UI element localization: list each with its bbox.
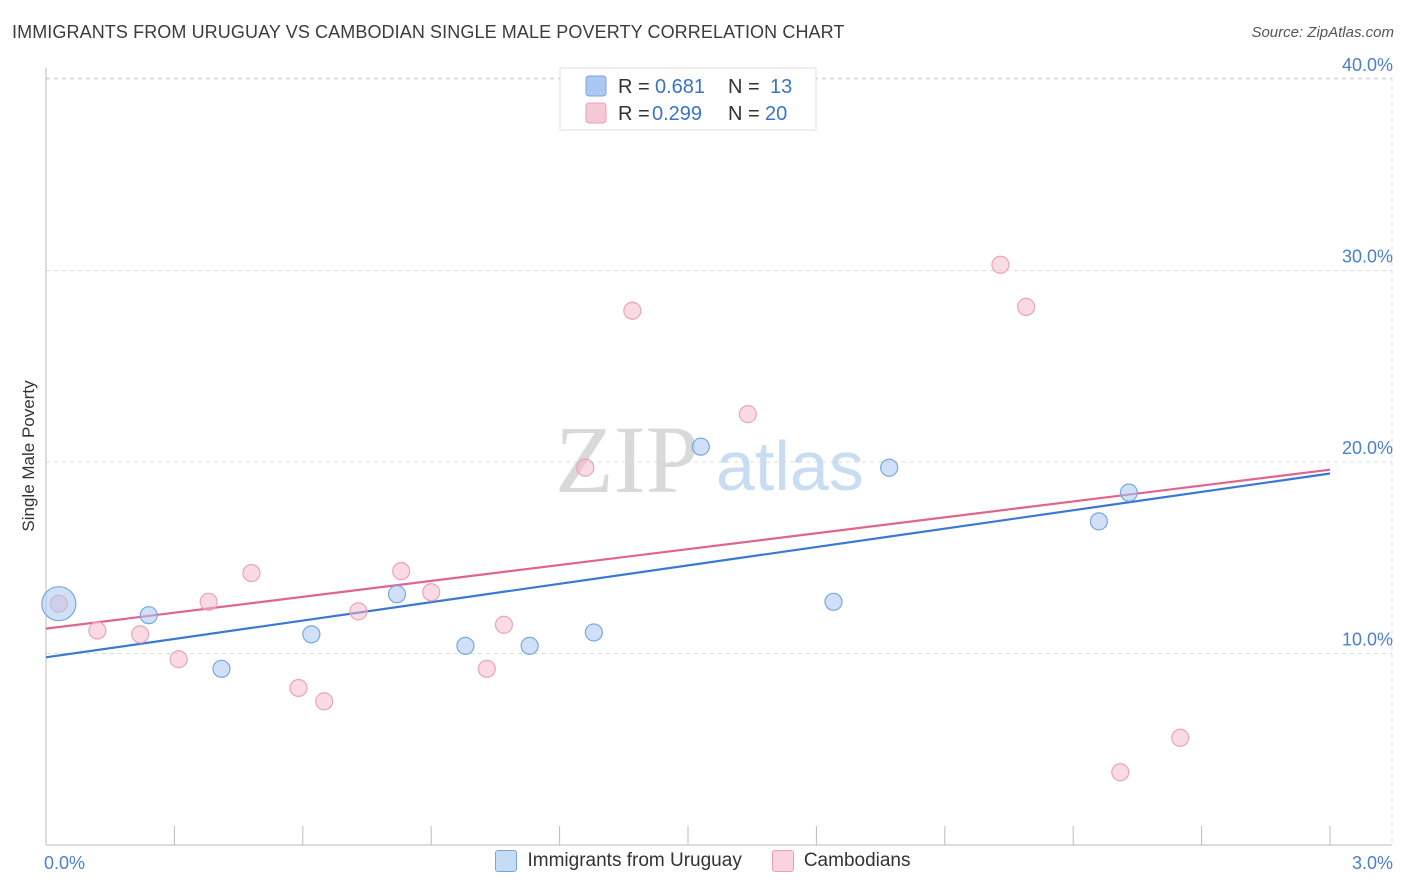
chart-source: Source: ZipAtlas.com [1251,24,1394,41]
point-uruguay [691,437,710,456]
bottom-legend: Immigrants from Uruguay Cambodians [0,850,1406,872]
legend-label-uruguay: Immigrants from Uruguay [527,850,742,871]
legend-r-value-2: 0.299 [652,103,702,125]
point-cambodians [1111,763,1130,782]
point-cambodians [738,405,758,424]
point-uruguay [212,659,231,678]
point-uruguay [1089,512,1108,531]
point-cambodians [392,562,411,581]
legend-item-uruguay: Immigrants from Uruguay [495,850,742,872]
top-legend: R = 0.681 N = 13 R = 0.299 N = 20 [559,67,817,131]
legend-n-value-1: 13 [770,76,792,98]
legend-n-label-2: N = [728,103,760,125]
point-cambodians [494,615,514,634]
point-cambodians [1171,728,1190,747]
point-uruguay [41,586,77,622]
legend-swatch-cambodians [585,102,607,124]
watermark-zip: ZIP [555,406,699,513]
trend-line-uruguay [45,472,1331,659]
legend-r-value-1: 0.681 [655,76,705,98]
point-cambodians [131,625,150,644]
point-uruguay [302,625,321,644]
point-cambodians [422,583,441,602]
legend-swatch-pink [771,850,794,872]
y-tick-label: 30.0% [1342,247,1393,267]
point-cambodians [289,678,308,698]
point-uruguay [139,606,158,625]
chart-title: IMMIGRANTS FROM URUGUAY VS CAMBODIAN SIN… [12,22,845,42]
legend-r-label-1: R = [618,76,650,98]
x-tick-label: 0.0% [44,853,85,873]
point-uruguay [456,636,475,655]
point-uruguay [1119,483,1138,502]
y-tick-label: 20.0% [1342,438,1393,458]
trend-layer [45,468,1331,659]
x-tick-label: 3.0% [1352,853,1393,873]
watermark: ZIP atlas [555,406,864,513]
y-tick-label: 10.0% [1342,630,1393,650]
legend-n-value-2: 20 [765,103,787,125]
y-axis-label: Single Male Poverty [19,380,38,532]
axis-layer [45,68,1392,846]
point-cambodians [88,621,107,640]
point-cambodians [169,650,188,669]
point-layer [41,255,1190,782]
legend-r-label-2: R = [618,103,650,125]
point-uruguay [387,585,407,604]
legend-label-cambodians: Cambodians [803,850,911,871]
point-cambodians [349,602,368,621]
point-cambodians [576,458,595,477]
trend-line-cambodians [45,468,1331,630]
tick-layer: 10.0% 20.0% 30.0% 40.0% 0.0% 3.0% [44,55,1393,873]
legend-swatch-blue [495,850,518,872]
point-uruguay [584,623,603,642]
legend-swatch-uruguay [585,75,607,97]
point-uruguay [880,458,899,477]
point-cambodians [242,563,261,583]
point-uruguay [520,636,539,655]
point-cambodians [991,255,1010,274]
legend-item-cambodians: Cambodians [771,850,911,872]
point-cambodians [623,301,642,320]
point-cambodians [315,692,334,711]
point-cambodians [477,659,496,678]
point-cambodians [1017,297,1036,316]
point-uruguay [824,592,843,611]
legend-n-label-1: N = [728,76,760,98]
y-tick-label: 40.0% [1342,55,1393,75]
point-cambodians [199,592,218,611]
watermark-atlas: atlas [716,427,864,505]
